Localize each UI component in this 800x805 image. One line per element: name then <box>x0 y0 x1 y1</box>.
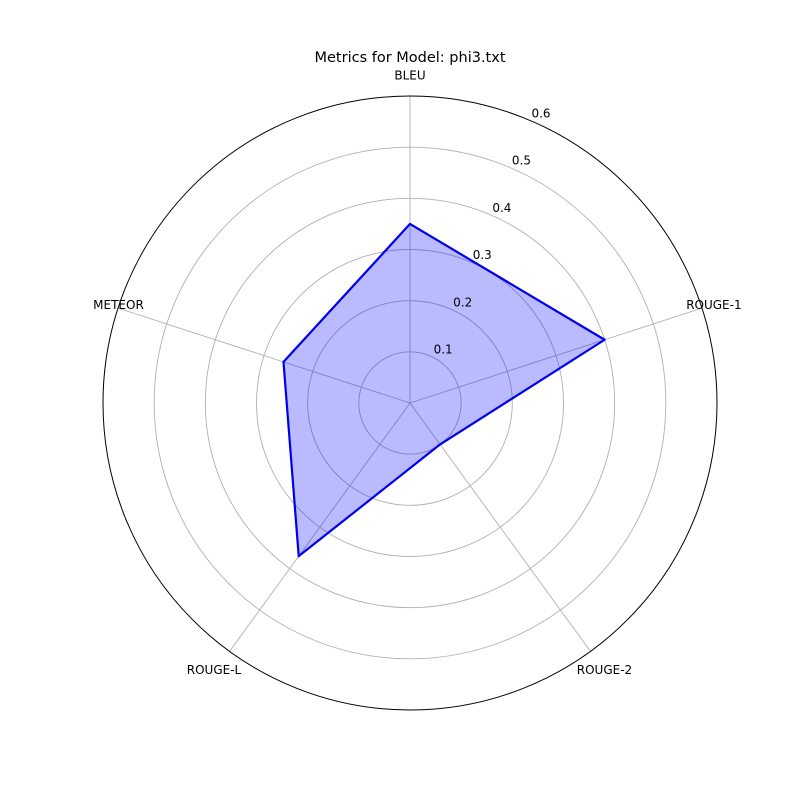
radial-tick-label: 0.5 <box>512 154 531 168</box>
radial-tick-label: 0.4 <box>492 201 511 215</box>
axis-label-rouge-1: ROUGE-1 <box>686 298 741 312</box>
radial-tick-label: 0.3 <box>473 248 492 262</box>
axis-label-bleu: BLEU <box>394 68 425 82</box>
data-layer <box>283 224 604 556</box>
axis-label-rouge-l: ROUGE-L <box>187 663 242 677</box>
axis-label-rouge-2: ROUGE-2 <box>577 663 632 677</box>
chart-title: Metrics for Model: phi3.txt <box>314 50 505 66</box>
axis-label-meteor: METEOR <box>93 298 144 312</box>
radial-tick-label: 0.2 <box>453 295 472 309</box>
series-area-1 <box>283 224 604 556</box>
radial-tick-label: 0.1 <box>434 343 453 357</box>
radial-tick-label: 0.6 <box>531 106 550 120</box>
